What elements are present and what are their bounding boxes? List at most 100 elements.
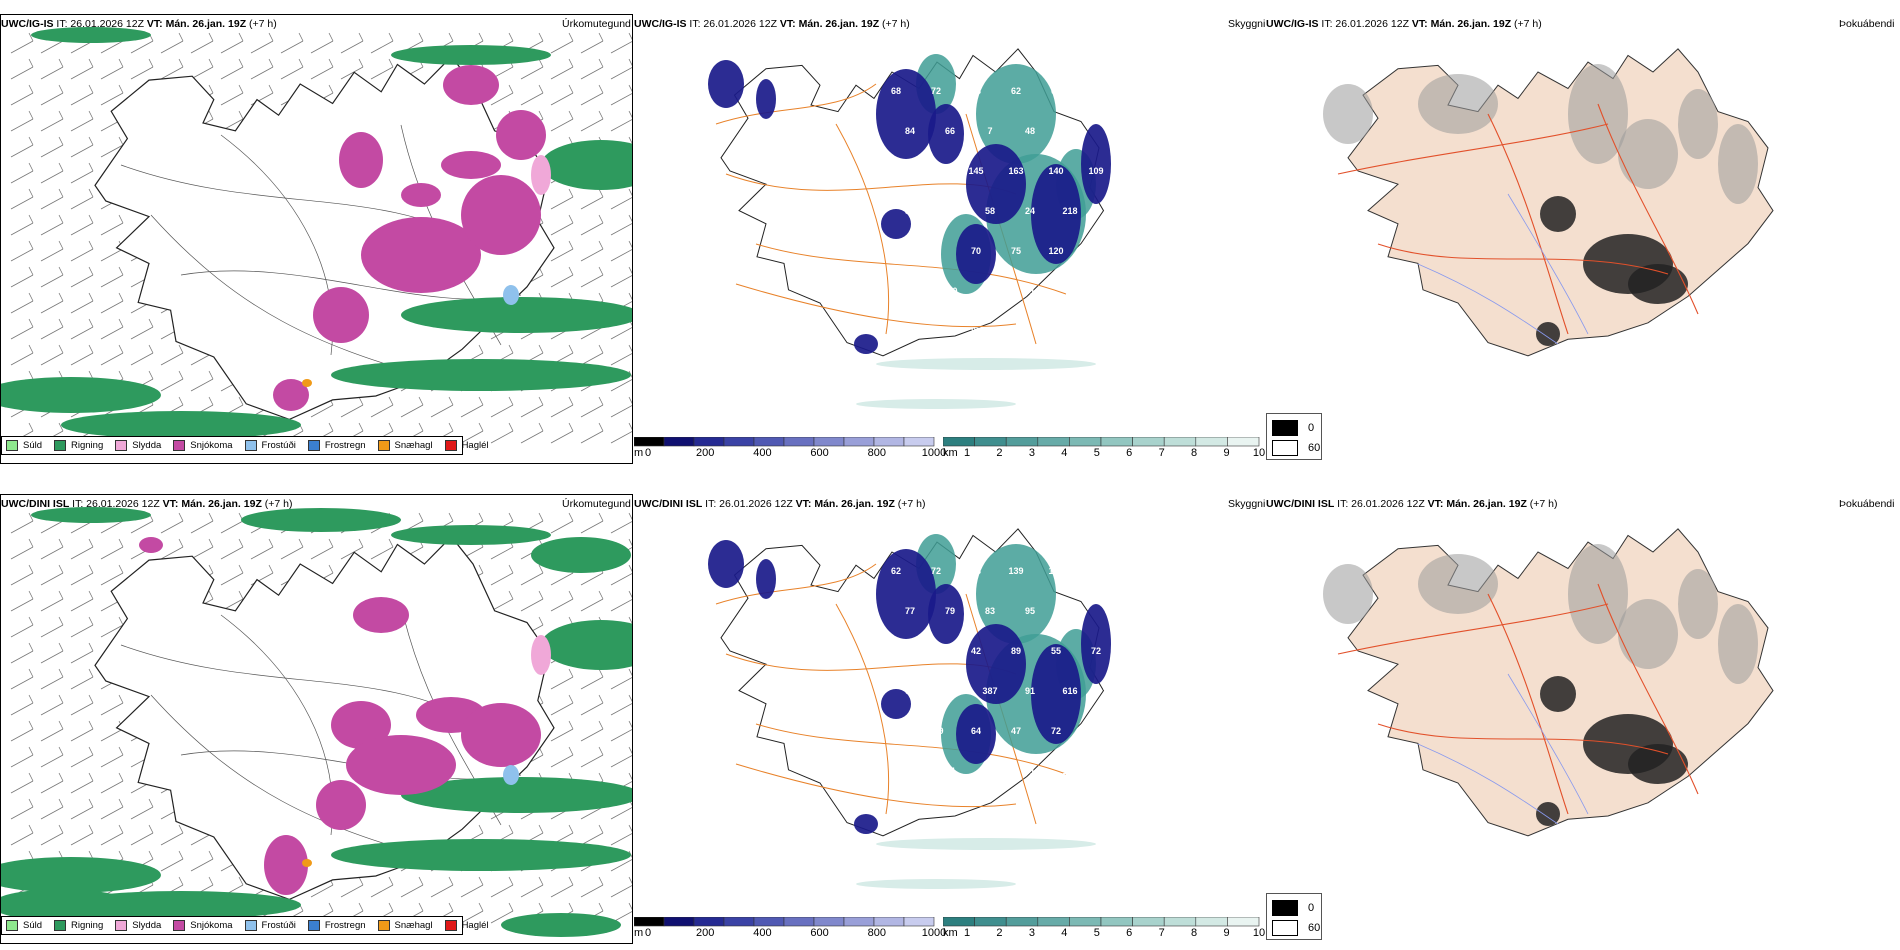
wind-barb-flag — [118, 214, 124, 224]
wind-barb-flag — [628, 240, 632, 248]
snow-area — [139, 537, 163, 553]
wind-barb — [70, 650, 94, 664]
wind-barb — [70, 40, 94, 54]
wind-barb — [490, 598, 514, 612]
sleet-area — [531, 155, 551, 195]
wind-barb-flag — [598, 902, 604, 912]
wind-barb — [310, 546, 334, 560]
wind-barb-flag — [298, 32, 304, 42]
rain-area — [391, 45, 551, 65]
wind-barb-flag — [568, 84, 574, 94]
colorbar-tick-label: 600 — [810, 927, 829, 939]
wind-barb — [70, 274, 94, 288]
panel-header-bottom-3: UWC/DINI ISL IT: 26.01.2026 12Z VT: Mán.… — [1266, 498, 1558, 510]
wind-barb-flag — [538, 590, 544, 600]
wind-barb — [40, 274, 64, 288]
river-line — [1507, 673, 1589, 815]
rain-area — [401, 777, 632, 813]
wind-barb-flag — [568, 344, 574, 354]
colorbar-swatch — [1195, 917, 1228, 927]
wind-barb-flag — [388, 902, 394, 912]
wind-barb — [70, 170, 94, 184]
cloud-base-value: 67 — [1051, 86, 1061, 96]
colorbar-swatch — [753, 917, 785, 927]
wind-barb-flag — [28, 162, 34, 172]
wind-barb-flag — [118, 564, 124, 574]
wind-barb-flag — [118, 616, 124, 626]
wind-barb — [220, 546, 244, 560]
wind-barb — [370, 884, 394, 898]
wind-barb — [100, 144, 124, 158]
wind-barb-flag — [88, 538, 94, 548]
wind-barb-flag — [508, 876, 514, 886]
low-cloud-area — [756, 79, 776, 119]
wind-barb-flag — [88, 266, 94, 276]
wind-barb-flag — [28, 512, 34, 522]
model-name: UWC/IG-IS — [1266, 18, 1319, 30]
wind-barb-flag — [178, 370, 184, 380]
wind-barb-flag — [118, 538, 124, 548]
wind-barb — [550, 222, 574, 236]
wind-barb — [10, 754, 34, 768]
wind-barb — [40, 754, 64, 768]
wind-barb — [70, 196, 94, 210]
colorbar-swatch — [1100, 437, 1133, 447]
wind-barb-flag — [538, 564, 544, 574]
road-line — [1487, 593, 1569, 815]
cloud-base-value: 42 — [931, 806, 941, 816]
wind-barb-flag — [208, 84, 214, 94]
wind-barb-flag — [598, 876, 604, 886]
wind-barb-flag — [448, 422, 454, 432]
cloud-base-value: 84 — [1065, 286, 1075, 296]
cloud-base-colorbar-top: m 0 200 400 600 800 1000 — [634, 437, 946, 463]
wind-barb — [100, 728, 124, 742]
wind-barb-flag — [28, 590, 34, 600]
panel-header-bottom: UWC/DINI ISL IT: 26.01.2026 12Z VT: Mán.… — [1, 498, 293, 510]
wind-barb — [490, 546, 514, 560]
wind-barb-flag — [538, 396, 544, 406]
cloud-base-value: 50 — [945, 206, 955, 216]
wind-barb-flag — [568, 110, 574, 120]
wind-barb-flag — [28, 564, 34, 574]
cloud-base-labels: 62 72 73 139 122 11 77 79 83 95 137 31 145 94 42 89 55 72… — [888, 566, 1117, 816]
colorbar-swatch — [723, 917, 755, 927]
legend-label: Slydda — [132, 440, 162, 451]
cloud-base-value: 387 — [982, 686, 997, 696]
wind-barb — [100, 66, 124, 80]
wind-barb — [550, 118, 574, 132]
valid-time: Mán. 26.jan. 19Z — [814, 498, 895, 510]
wind-barb-flag — [598, 240, 604, 250]
fog-low-swatch — [1272, 920, 1298, 936]
wind-barb — [460, 430, 484, 444]
wind-barb — [70, 754, 94, 768]
colorbar-swatch — [1227, 917, 1260, 927]
cloud-base-value: 109 — [1088, 166, 1103, 176]
wind-barb-flag — [388, 58, 394, 68]
legend-swatch — [307, 440, 320, 451]
wind-barb-flag — [538, 694, 544, 704]
wind-barb — [10, 222, 34, 236]
wind-barb-flag — [538, 344, 544, 354]
wind-barb-flag — [88, 188, 94, 198]
wind-barb — [580, 222, 604, 236]
cloud-base-value: 64 — [971, 726, 981, 736]
wind-barb — [310, 884, 334, 898]
wind-barb-flag — [598, 32, 604, 42]
wind-barb-flag — [268, 564, 274, 574]
legend-swatch — [244, 440, 257, 451]
wind-barb-flag — [268, 84, 274, 94]
cloud-base-value: 8 — [1093, 326, 1098, 336]
cloud-base-value: 49 — [1105, 766, 1115, 776]
rain-area — [1, 889, 131, 921]
wind-barb-flag — [328, 538, 334, 548]
cloud-base-value: 131 — [888, 166, 903, 176]
wind-barb-flag — [148, 318, 154, 328]
fog-area — [1718, 604, 1758, 684]
wind-barb-flag — [88, 694, 94, 704]
legend-label: Snjókoma — [190, 920, 233, 931]
cloud-base-value: 83 — [1011, 326, 1021, 336]
wind-barb — [580, 702, 604, 716]
wind-barb — [550, 248, 574, 262]
wind-barb-flag — [568, 876, 574, 886]
